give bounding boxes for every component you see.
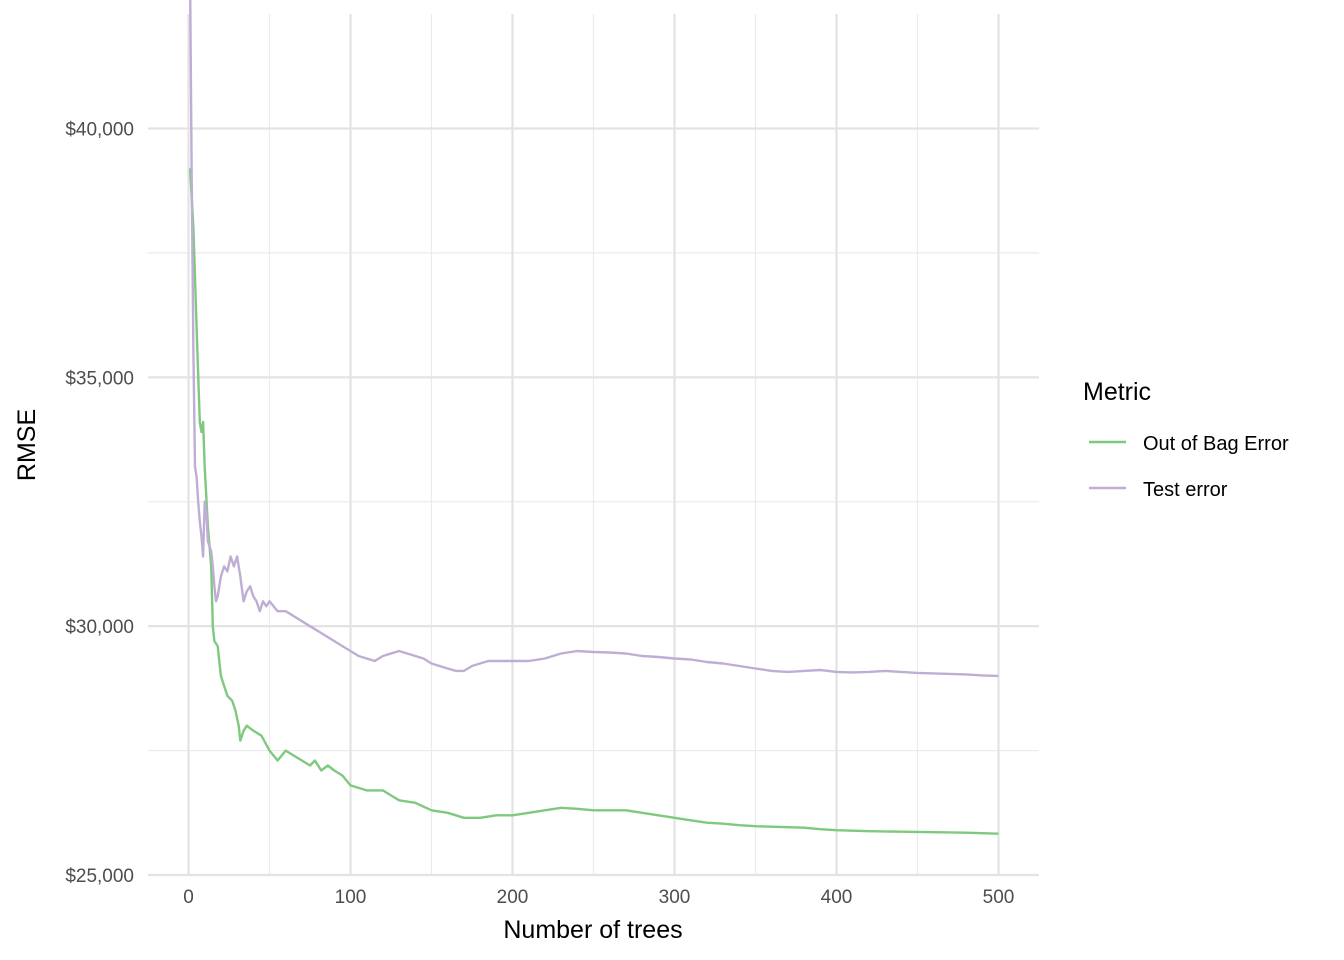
y-axis-tick-labels: $25,000 $30,000 $35,000 $40,000 [65,119,134,887]
y-tick-label: $40,000 [65,119,134,140]
minor-gridlines [148,14,1039,875]
x-axis-tick-labels: 0 100 200 300 400 500 [183,887,1014,908]
y-tick-label: $35,000 [65,368,134,389]
major-gridlines [148,14,1039,877]
x-tick-label: 400 [821,887,853,908]
x-tick-label: 200 [497,887,529,908]
legend-title: Metric [1083,378,1151,406]
legend-label-out-of-bag-error: Out of Bag Error [1143,433,1289,455]
series-line-out-of-bag-error [188,168,999,835]
x-tick-label: 300 [659,887,691,908]
legend: Metric Out of Bag Error Test error [1083,378,1289,501]
x-tick-label: 0 [183,887,194,908]
y-tick-label: $30,000 [65,617,134,638]
y-axis-title: RMSE [13,409,41,481]
series-lines [188,0,999,835]
legend-label-test-error: Test error [1143,479,1228,501]
x-tick-label: 100 [335,887,367,908]
x-axis-title: Number of trees [503,916,682,944]
x-tick-label: 500 [983,887,1015,908]
y-tick-label: $25,000 [65,866,134,887]
series-line-test-error [189,0,999,678]
